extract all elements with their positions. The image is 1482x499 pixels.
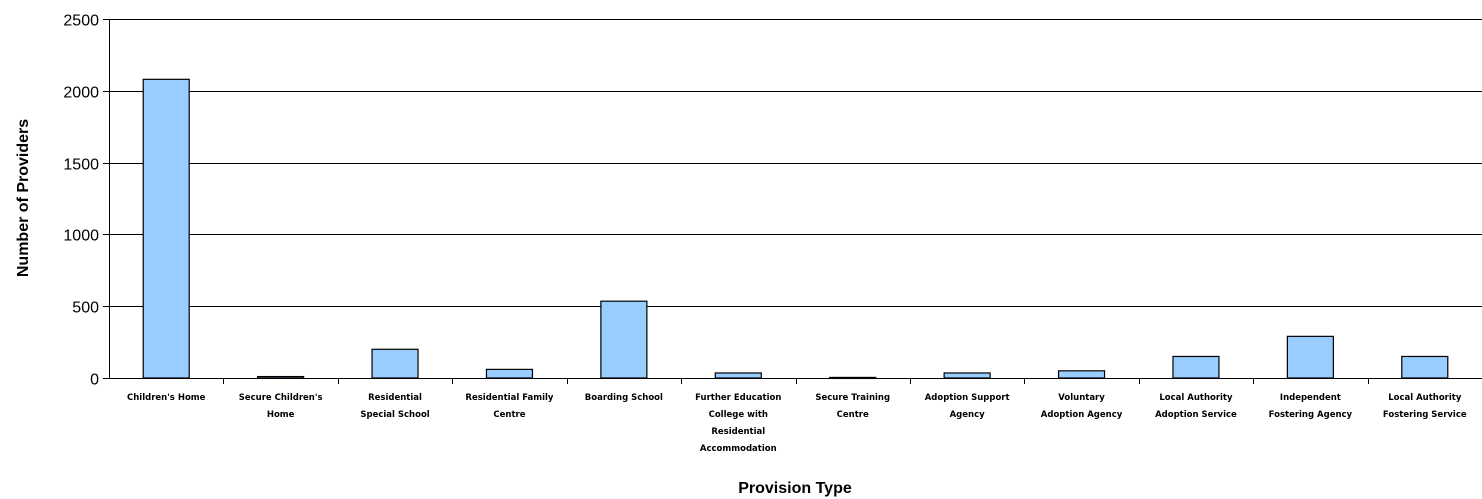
y-tick-label: 1000 [63, 228, 99, 245]
y-tick-label: 500 [72, 300, 99, 317]
x-axis-title: Provision Type [738, 480, 852, 497]
x-tick-label: Secure Training Centre [815, 393, 890, 420]
bar [485, 368, 534, 379]
x-tick-label: Secure Children's Home [239, 393, 323, 420]
bar [257, 375, 305, 379]
bar [1401, 355, 1449, 379]
bars [142, 78, 1449, 380]
x-tick-label: Local Authority Fostering Service [1383, 393, 1467, 420]
x-tick-label: Children's Home [127, 393, 206, 403]
bar [142, 78, 190, 379]
bar [371, 348, 419, 379]
y-axis-title: Number of Providers [15, 119, 32, 277]
x-tick-labels: Children's Home Secure Children's Home Resi… [127, 393, 1467, 454]
y-tick-labels: 0 500 1000 1500 2000 2500 [63, 13, 99, 389]
x-tick-label: Local Authority Adoption Service [1155, 393, 1237, 420]
bar [714, 372, 762, 379]
x-tick-label: Boarding School [585, 393, 663, 403]
gridlines [109, 19, 1482, 307]
y-tick-label: 2500 [63, 13, 99, 30]
y-tick-label: 1500 [63, 157, 99, 174]
x-tick-label: Residential Special School [360, 393, 429, 420]
x-tick-label: Adoption Support Agency [925, 393, 1010, 420]
x-tick-label: Residential Family Centre [465, 393, 553, 420]
bar [1172, 355, 1220, 379]
bar [1286, 335, 1334, 379]
x-tick-label: Independent Fostering Agency [1269, 393, 1353, 420]
x-tick-label: Further Education College with Residential… [695, 393, 781, 454]
bar [943, 372, 991, 379]
bar [1057, 370, 1106, 379]
bar [600, 300, 648, 379]
y-tick-label: 0 [90, 372, 99, 389]
x-tick-label: Voluntary Adoption Agency [1041, 393, 1123, 420]
axes [103, 19, 1482, 384]
y-tick-label: 2000 [63, 85, 99, 102]
